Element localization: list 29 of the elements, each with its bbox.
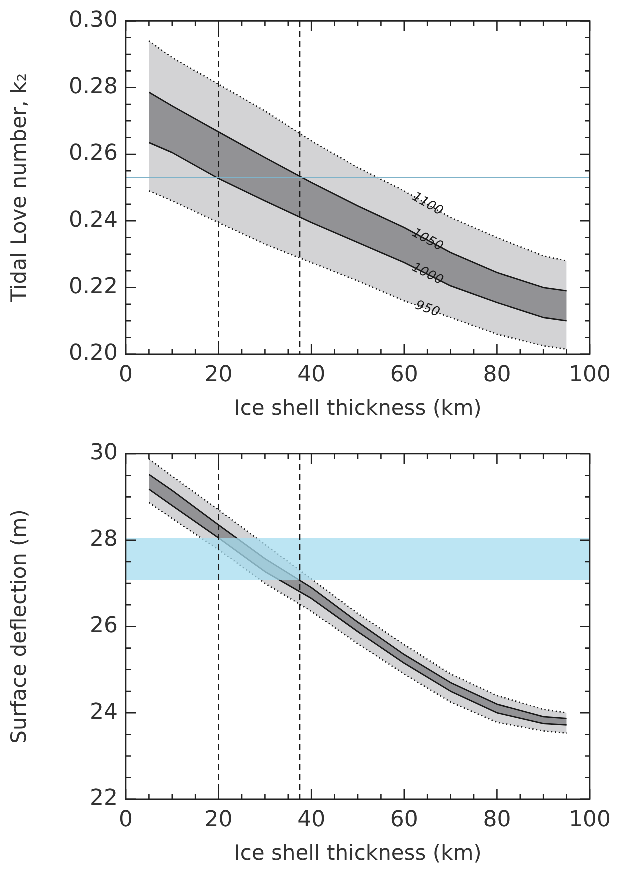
- x-tick-label: 80: [483, 362, 512, 388]
- x-tick-label: 20: [204, 362, 233, 388]
- x-tick-label: 40: [298, 807, 326, 832]
- y-tick-label: 28: [90, 527, 118, 552]
- x-tick-label: 0: [119, 807, 133, 832]
- y-tick-label: 0.26: [69, 141, 118, 166]
- y-tick-label: 26: [90, 613, 118, 638]
- x-tick-label: 60: [390, 362, 418, 388]
- y-tick-label: 0.24: [69, 208, 118, 233]
- y-axis-title: Surface deflection (m): [7, 510, 32, 744]
- y-tick-label: 0.30: [69, 8, 118, 33]
- y-tick-label: 22: [90, 786, 118, 812]
- y-axis-title: Tidal Love number, k₂: [7, 73, 32, 304]
- x-tick-label: 0: [119, 362, 133, 388]
- x-tick-label: 20: [204, 807, 233, 832]
- x-axis-title: Ice shell thickness (km): [234, 396, 482, 420]
- x-tick-label: 40: [298, 362, 326, 388]
- y-tick-label: 0.20: [69, 341, 118, 366]
- x-axis-title: Ice shell thickness (km): [234, 840, 482, 865]
- x-tick-label: 60: [390, 807, 418, 832]
- x-tick-label: 80: [483, 807, 512, 832]
- x-tick-label: 100: [569, 362, 612, 388]
- x-tick-label: 100: [569, 807, 612, 832]
- text: 950: [413, 298, 442, 321]
- y-tick-label: 0.22: [69, 274, 118, 300]
- y-tick-label: 24: [90, 700, 118, 725]
- y-tick-label: 30: [90, 440, 118, 466]
- text: 1100: [410, 190, 446, 220]
- y-tick-label: 0.28: [69, 74, 118, 100]
